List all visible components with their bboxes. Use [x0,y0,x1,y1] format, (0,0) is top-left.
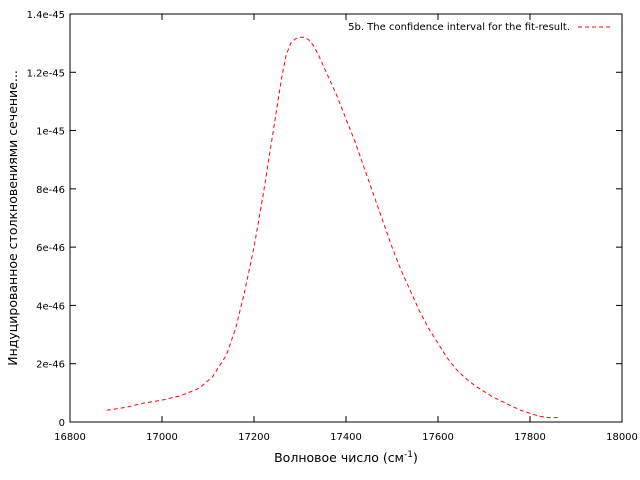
x-axis-label-superscript: -1 [404,450,413,460]
legend: 5b. The confidence interval for the fit-… [348,22,610,33]
x-tick-label: 18000 [606,432,638,443]
y-tick-label: 4e-46 [36,301,65,312]
axis-ticks [69,13,623,423]
y-tick-label: 1e-45 [36,127,65,138]
series-layer [106,36,558,419]
y-tick-label: 0 [59,418,65,429]
y-tick-label: 6e-46 [36,243,65,254]
y-tick-label: 2e-46 [36,360,65,371]
legend-label: 5b. The confidence interval for the fit-… [348,22,570,33]
y-tick-label: 1.2e-45 [27,68,65,79]
x-tick-label: 16800 [54,432,86,443]
x-tick-label: 17600 [422,432,454,443]
plot-frame [69,13,623,423]
series-line [106,36,558,419]
x-tick-label: 17200 [238,432,270,443]
y-tick-label: 1.4e-45 [27,10,65,21]
x-tick-label: 17000 [146,432,178,443]
x-axis-label-close: ) [413,450,418,465]
x-tick-label: 17400 [330,432,362,443]
x-axis-label: Волновое число (см-1) [274,450,418,465]
x-tick-label: 17800 [514,432,546,443]
y-tick-label: 8e-46 [36,185,65,196]
tick-labels: 16800 17000 17200 17400 17600 17800 18000 0 2e-4… [27,10,638,443]
y-axis-label: Индуцированное столкновениями сечение... [5,70,20,366]
